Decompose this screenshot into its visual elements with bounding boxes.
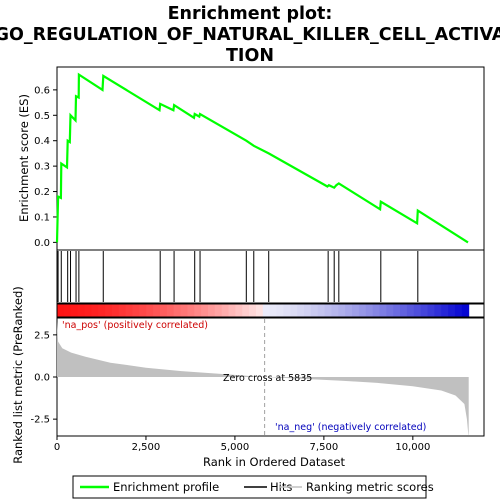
rank-color-segment-36 <box>304 304 312 317</box>
rank-color-segment-0 <box>57 304 65 317</box>
rank-color-segment-58 <box>454 304 463 317</box>
rank-color-segment-49 <box>393 304 401 317</box>
xtick-label-4: 10,000 <box>395 442 430 453</box>
legend-label-ranking-metric: Ranking metric scores <box>306 480 434 494</box>
es-ytick-label-5: 0.5 <box>34 111 50 122</box>
rank-color-segment-21 <box>201 304 209 317</box>
rank-color-segment-9 <box>118 304 127 317</box>
xtick-label-1: 2,500 <box>132 442 161 453</box>
rank-color-segment-14 <box>153 304 161 317</box>
rank-color-segment-24 <box>221 304 230 317</box>
es-ytick-label-2: 0.2 <box>34 187 50 198</box>
zero-cross-label: Zero cross at 5835 <box>223 373 312 384</box>
rank-color-bar <box>56 303 485 318</box>
xtick-label-3: 7,500 <box>310 442 339 453</box>
rank-color-segment-30 <box>262 304 271 317</box>
metric-ytick-label-0: 2.5 <box>34 330 50 341</box>
rank-color-segment-52 <box>413 304 422 317</box>
rank-color-segment-59 <box>461 304 470 317</box>
rank-color-segment-20 <box>194 304 202 317</box>
es-ytick-label-6: 0.6 <box>34 85 50 96</box>
rank-color-segment-19 <box>187 304 195 317</box>
rank-color-segment-23 <box>214 304 223 317</box>
es-y-axis-label: Enrichment score (ES) <box>17 94 31 222</box>
rank-color-segment-54 <box>427 304 435 317</box>
metric-ytick-label-1: 0.0 <box>34 373 50 384</box>
rank-color-segment-8 <box>111 304 120 317</box>
rank-color-bar-border <box>56 303 485 318</box>
legend: Enrichment profile Hits Ranking metric s… <box>72 475 434 499</box>
rank-color-segment-53 <box>420 304 429 317</box>
chart-title-line-2: GO_REGULATION_OF_NATURAL_KILLER_CELL_ACT… <box>0 25 500 45</box>
rank-color-segment-6 <box>98 304 106 317</box>
es-ytick-label-4: 0.4 <box>34 136 50 147</box>
rank-color-segment-17 <box>173 304 182 317</box>
rank-color-segment-56 <box>441 304 449 317</box>
rank-color-segment-28 <box>249 304 257 317</box>
rank-color-segment-38 <box>317 304 326 317</box>
rank-color-segment-26 <box>235 304 243 317</box>
rank-color-segment-5 <box>91 304 99 317</box>
rank-color-segment-35 <box>297 304 305 317</box>
metric-y-axis-label: Ranked list metric (PreRanked) <box>11 286 25 464</box>
rank-color-segment-31 <box>269 304 278 317</box>
es-ytick-label-1: 0.1 <box>34 212 50 223</box>
rank-color-segment-25 <box>228 304 236 317</box>
rank-color-segment-29 <box>255 304 264 317</box>
es-ytick-label-3: 0.3 <box>34 162 50 173</box>
rank-color-segment-57 <box>448 304 456 317</box>
rank-color-segment-43 <box>352 304 360 317</box>
rank-color-segment-50 <box>400 304 408 317</box>
enrichment-profile-line <box>55 72 469 244</box>
ranking-metric-panel: 2.5 0.0 -2.5 0 2,500 5,000 7,500 10,000 'na_po… <box>11 286 485 469</box>
ranking-metric-area <box>57 321 469 436</box>
rank-color-segment-39 <box>324 304 332 317</box>
metric-ytick-label-2: -2.5 <box>30 415 50 426</box>
rank-color-segment-55 <box>434 304 442 317</box>
rank-color-segment-51 <box>406 304 415 317</box>
positive-correlation-label: 'na_pos' (positively correlated) <box>62 320 208 331</box>
rank-color-segment-44 <box>358 304 367 317</box>
enrichment-score-panel: 0.0 0.1 0.2 0.3 0.4 0.5 0.6 Enrichment score (… <box>17 66 485 251</box>
rank-color-segment-4 <box>84 304 92 317</box>
rank-color-segment-27 <box>242 304 250 317</box>
rank-color-segment-48 <box>386 304 394 317</box>
rank-color-segment-42 <box>345 304 353 317</box>
chart-title-line-1: Enrichment plot: <box>168 4 333 24</box>
rank-color-segment-33 <box>283 304 291 317</box>
rank-color-segment-47 <box>379 304 387 317</box>
rank-color-segment-15 <box>159 304 168 317</box>
rank-color-segment-2 <box>70 304 79 317</box>
xtick-label-0: 0 <box>54 442 60 453</box>
es-ytick-label-0: 0.0 <box>34 238 50 249</box>
rank-color-segment-40 <box>331 304 339 317</box>
legend-label-enrichment-profile: Enrichment profile <box>113 480 219 494</box>
rank-color-segment-45 <box>365 304 374 317</box>
rank-color-segment-11 <box>132 304 140 317</box>
rank-color-segment-1 <box>63 304 72 317</box>
rank-color-segment-46 <box>372 304 380 317</box>
hits-panel <box>56 249 485 304</box>
rank-color-segment-41 <box>338 304 346 317</box>
rank-color-segment-13 <box>146 304 154 317</box>
rank-color-segment-10 <box>125 304 133 317</box>
rank-color-segment-12 <box>139 304 147 317</box>
rank-color-segment-37 <box>310 304 319 317</box>
negative-correlation-label: 'na_neg' (negatively correlated) <box>275 422 426 433</box>
rank-color-segment-3 <box>77 304 85 317</box>
rank-color-segment-32 <box>276 304 284 317</box>
rank-color-segment-16 <box>166 304 175 317</box>
xtick-label-2: 5,000 <box>221 442 250 453</box>
rank-color-segment-34 <box>290 304 298 317</box>
chart-title-line-3: TION <box>226 46 274 66</box>
rank-color-segment-18 <box>180 304 188 317</box>
rank-color-segment-7 <box>105 304 113 317</box>
rank-color-segment-22 <box>207 304 216 317</box>
x-axis-label: Rank in Ordered Dataset <box>203 455 346 469</box>
